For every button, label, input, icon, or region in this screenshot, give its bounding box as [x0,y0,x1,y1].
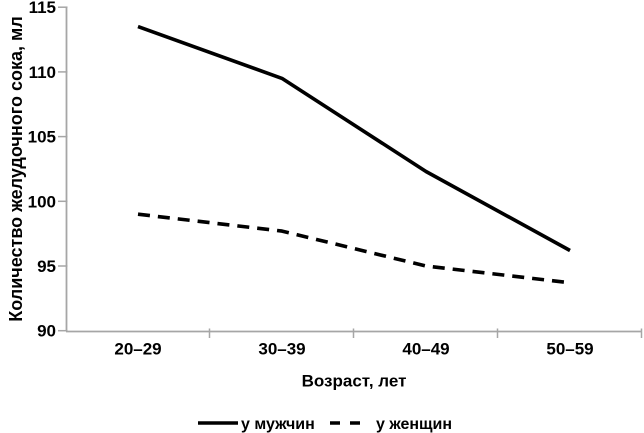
x-category-label: 50–59 [546,340,593,359]
y-tick-label: 90 [37,322,56,341]
women-series-line [137,212,571,285]
legend-women-label: у женщин [376,416,452,433]
men-series-line [137,24,571,253]
y-axis-title: Количество желудочного сока, мл [6,16,26,322]
x-axis-title: Возраст, лет [302,372,407,391]
x-axis-tick-marks [208,328,643,338]
x-category-label: 30–39 [258,340,305,359]
y-axis-tick-labels: 90 95 100 105 110 115 [28,0,56,341]
x-category-label: 20–29 [114,340,161,359]
y-tick-label: 105 [28,128,56,147]
y-axis-tick-marks [58,6,68,332]
legend-men-label: у мужчин [241,416,315,433]
y-tick-label: 100 [28,192,56,211]
x-category-label: 40–49 [402,340,449,359]
legend: у мужчин у женщин [198,416,452,433]
y-tick-label: 115 [29,0,56,17]
y-tick-label: 95 [37,257,56,276]
y-tick-label: 110 [29,63,56,82]
x-axis-category-labels: 20–29 30–39 40–49 50–59 [114,340,593,359]
